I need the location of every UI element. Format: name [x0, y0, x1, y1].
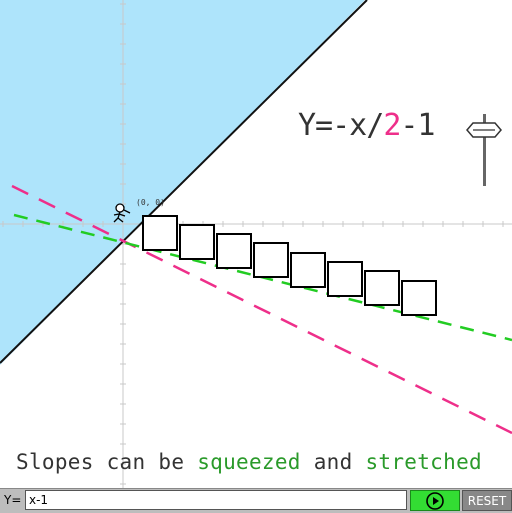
- box: [253, 242, 289, 278]
- box: [290, 252, 326, 288]
- coefficient-slider[interactable]: [466, 110, 504, 190]
- play-button[interactable]: [410, 490, 460, 511]
- play-icon: [426, 491, 444, 510]
- hint-part1: Slopes can be: [16, 450, 198, 474]
- box: [364, 270, 400, 306]
- stick-figure-icon: [113, 203, 131, 223]
- equation-suffix: -1: [400, 108, 435, 143]
- box: [401, 280, 437, 316]
- slider-knob-icon[interactable]: [466, 122, 502, 138]
- equation-coefficient: 2: [383, 108, 401, 143]
- bottom-bar: Y= RESET: [0, 488, 512, 513]
- box-chain: [142, 215, 437, 316]
- equation-input[interactable]: [25, 490, 407, 510]
- target-line: [11, 184, 512, 435]
- boundary-line: [0, 0, 368, 364]
- slider-track: [483, 114, 486, 186]
- box: [142, 215, 178, 251]
- y-equals-label: Y=: [4, 493, 22, 507]
- hint-part2: and: [300, 450, 366, 474]
- hint-word-stretched: stretched: [365, 450, 482, 474]
- reset-button[interactable]: RESET: [462, 490, 512, 511]
- game-stage: [0, 0, 512, 488]
- hint-text: Slopes can be squeezed and stretched: [16, 450, 482, 474]
- origin-label: (0, 0): [136, 198, 165, 207]
- box: [179, 224, 215, 260]
- box: [327, 261, 363, 297]
- target-equation: Y=-x/2-1: [298, 108, 436, 143]
- hint-word-squeezed: squeezed: [197, 450, 301, 474]
- equation-prefix: Y=-x/: [298, 108, 384, 143]
- box: [216, 233, 252, 269]
